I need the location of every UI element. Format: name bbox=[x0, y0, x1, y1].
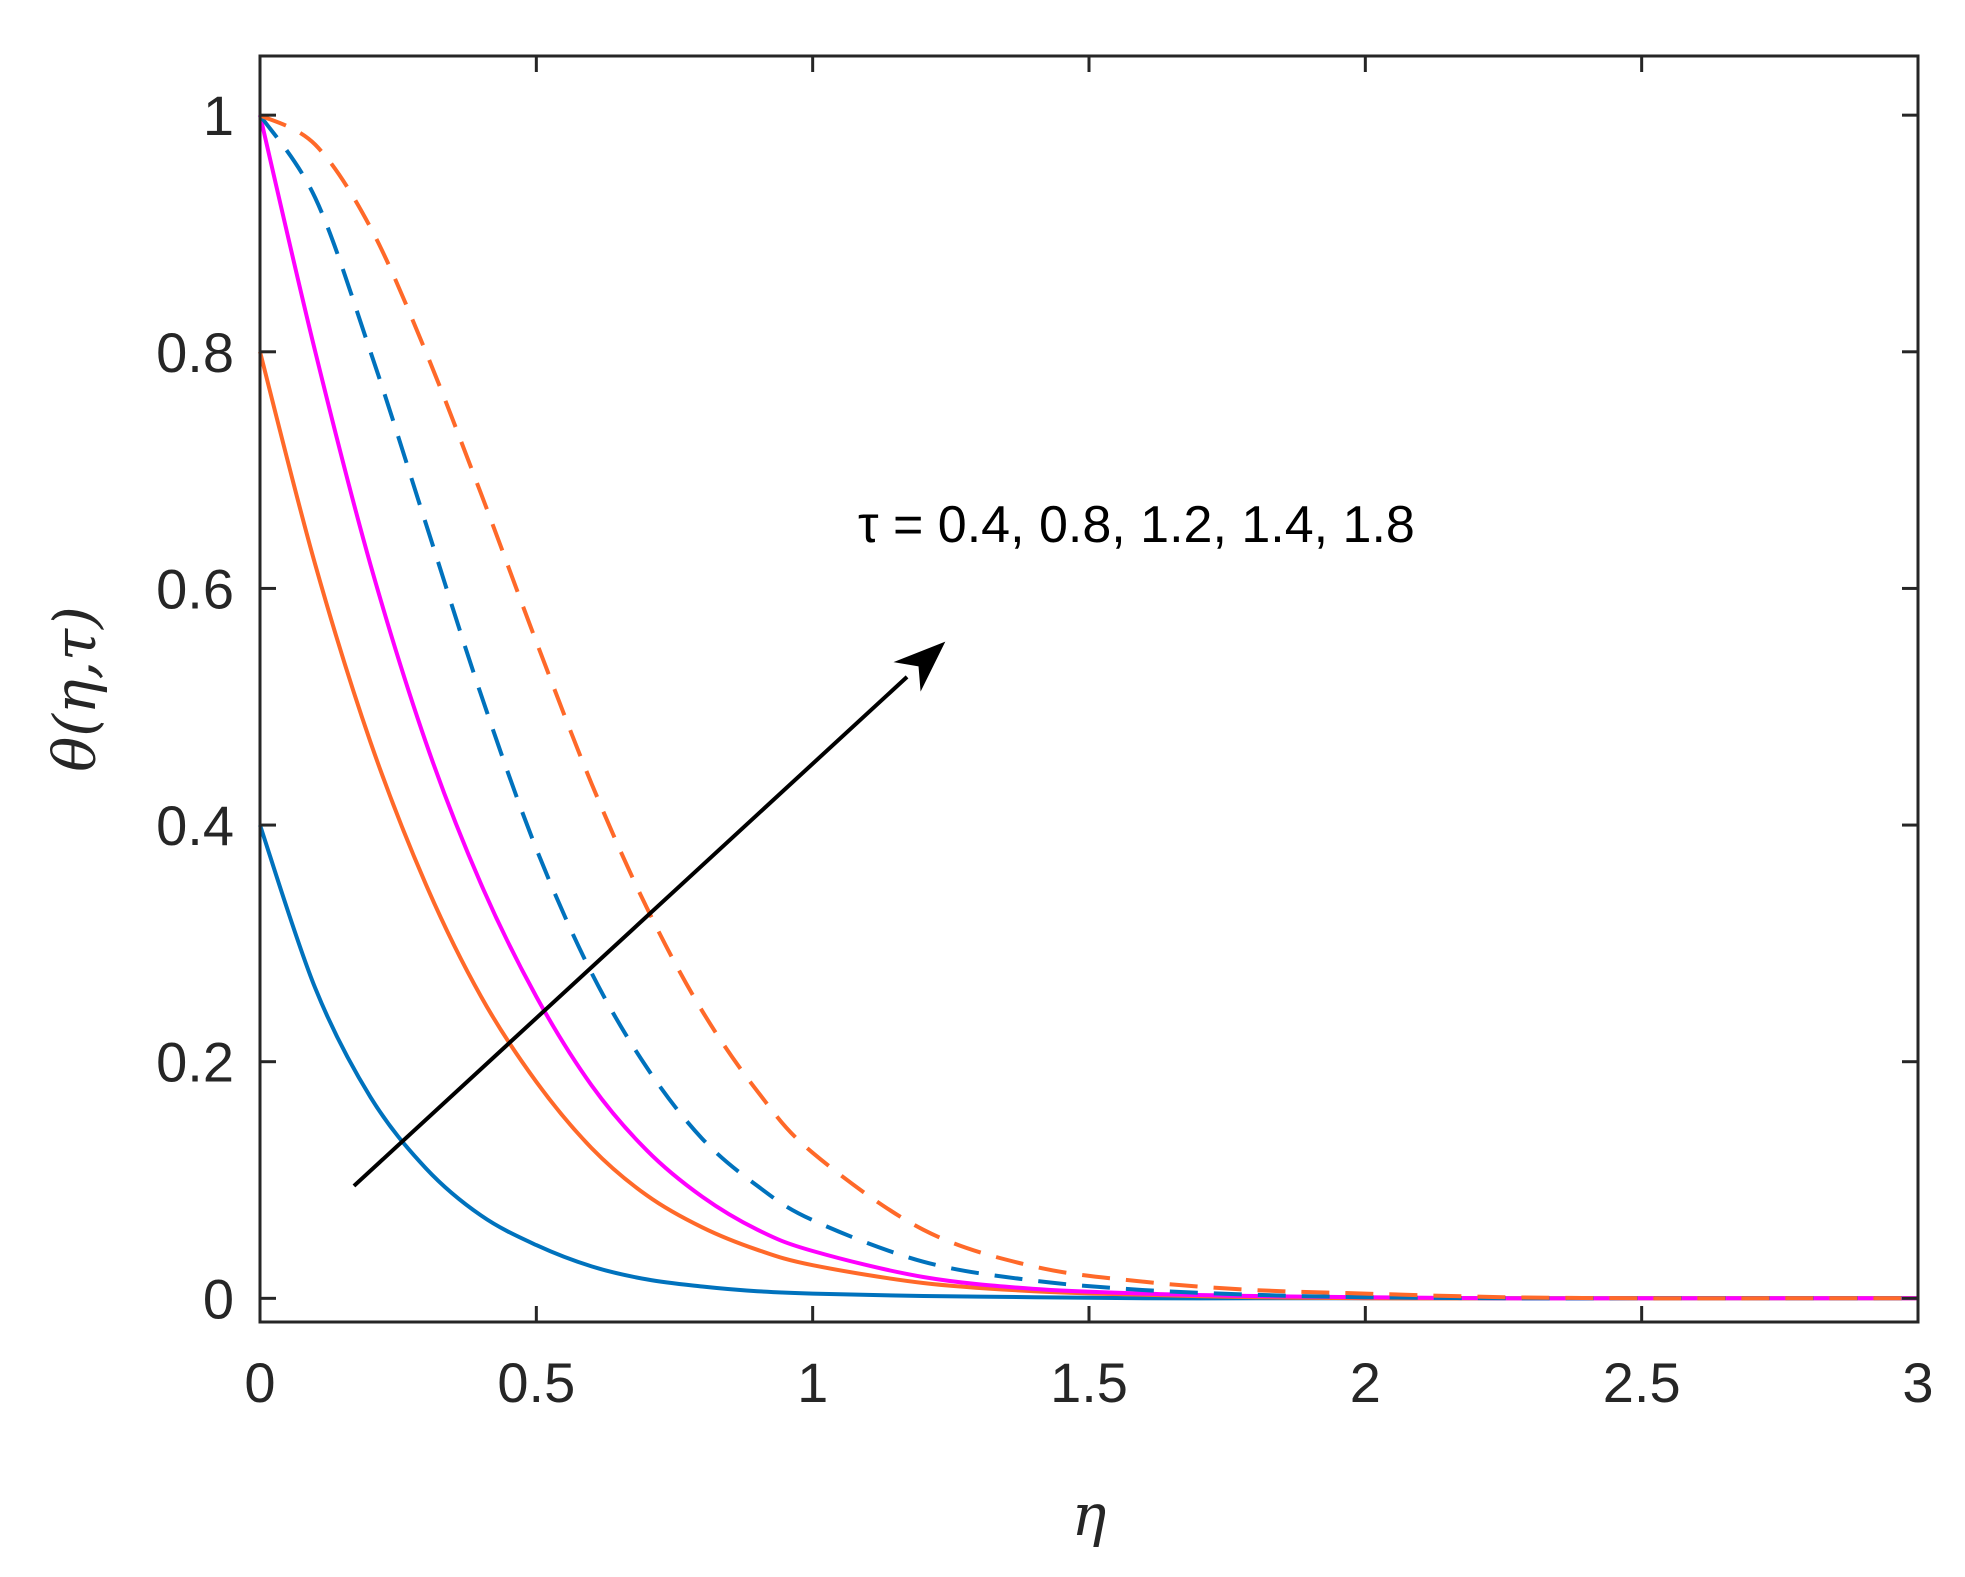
x-axis-label: η bbox=[1072, 1481, 1107, 1549]
y-tick-label: 0.6 bbox=[156, 557, 234, 620]
y-axis-label: θ(η,τ) bbox=[41, 606, 109, 771]
y-tick-label: 0.8 bbox=[156, 321, 234, 384]
annotation-layer: τ = 0.4, 0.8, 1.2, 1.4, 1.8 bbox=[352, 496, 1415, 1188]
annotation-arrow-head bbox=[893, 641, 946, 692]
x-tick-label: 2.5 bbox=[1603, 1351, 1681, 1414]
x-tick-label: 1.5 bbox=[1050, 1351, 1128, 1414]
y-tick-label: 0.4 bbox=[156, 794, 234, 857]
annotation-text: τ = 0.4, 0.8, 1.2, 1.4, 1.8 bbox=[858, 496, 1415, 554]
plot-background bbox=[260, 56, 1918, 1322]
tick-layer: 0 0.5 1 1.5 2 2.5 3 0 0.2 0.4 0.6 0.8 1 bbox=[156, 56, 1934, 1414]
y-tick-label: 0 bbox=[203, 1267, 234, 1330]
x-tick-label: 1 bbox=[797, 1351, 828, 1414]
series-line-5 bbox=[259, 113, 1918, 1301]
y-tick-label: 0.2 bbox=[156, 1031, 234, 1094]
x-tick-label: 0 bbox=[244, 1351, 275, 1414]
annotation-arrow-shaft bbox=[352, 675, 909, 1188]
x-tick-label: 0.5 bbox=[497, 1351, 575, 1414]
x-tick-label: 3 bbox=[1902, 1351, 1933, 1414]
y-tick-label: 1 bbox=[203, 84, 234, 147]
series-layer bbox=[258, 113, 1918, 1301]
x-tick-label: 2 bbox=[1350, 1351, 1381, 1414]
